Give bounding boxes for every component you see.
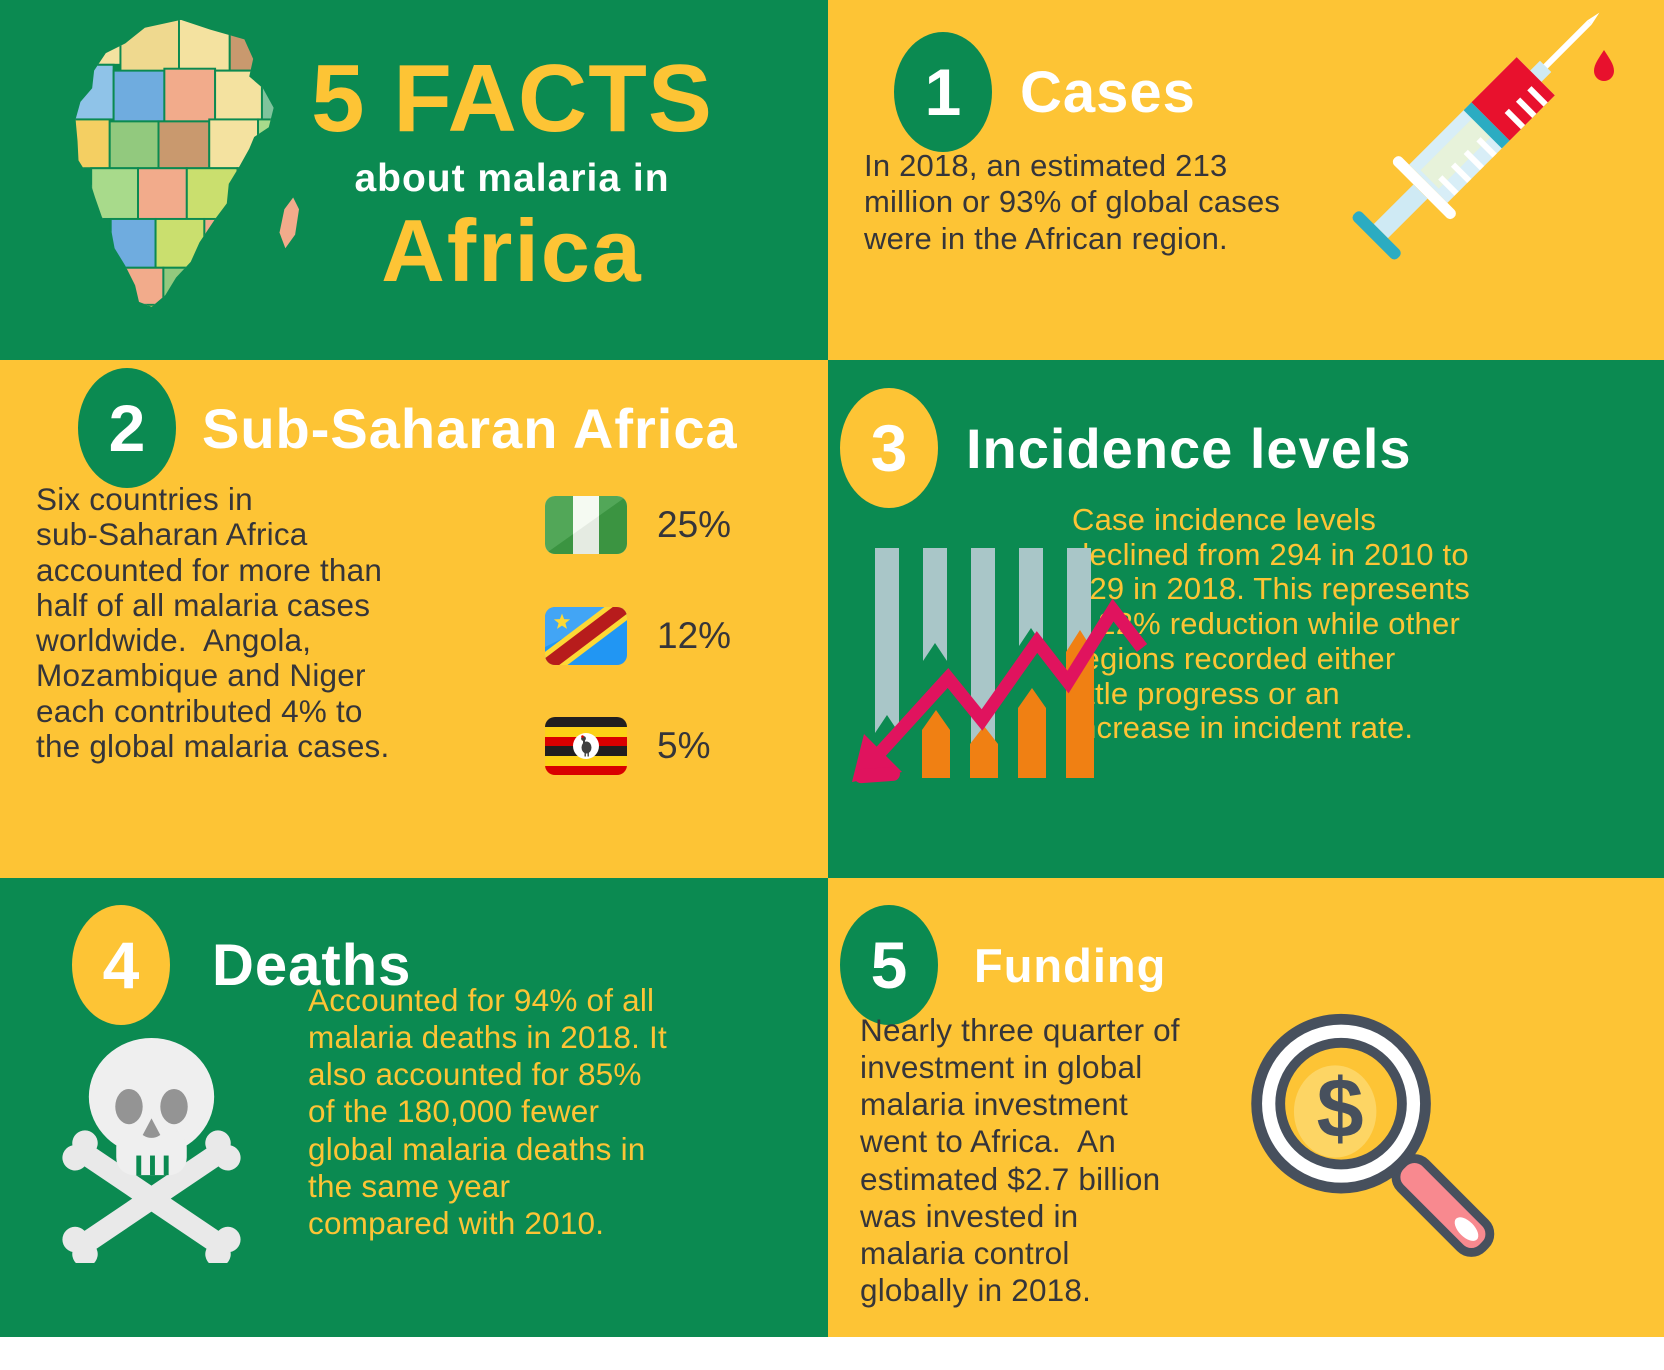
magnifier-dollar-icon: $ <box>1251 1013 1495 1257</box>
skull-crossbones-icon <box>62 1038 241 1263</box>
section-5-heading: Funding <box>974 938 1167 992</box>
panel-sub-saharan: 2 Sub-Saharan Africa Six countries in su… <box>0 360 828 878</box>
dr-congo-flag-icon <box>545 607 627 665</box>
section-4-number-badge: 4 <box>72 905 170 1025</box>
crane-bird-icon <box>581 736 592 757</box>
section-5-number-badge: 5 <box>840 905 938 1025</box>
nigeria-percentage: 25% <box>657 504 732 545</box>
section-5-body: Nearly three quarter of investment in gl… <box>860 1012 1180 1309</box>
title-block: 5 FACTS about malaria in Africa <box>292 50 732 295</box>
section-1-heading: Cases <box>1020 59 1196 125</box>
dollar-sign-glyph: $ <box>1317 1061 1364 1155</box>
section-2-header: 2 Sub-Saharan Africa <box>78 368 738 488</box>
section-2-heading: Sub-Saharan Africa <box>202 396 738 460</box>
section-2-number-badge: 2 <box>78 368 176 488</box>
flag-row-uganda: 5% <box>545 717 710 775</box>
uganda-flag-icon <box>545 717 627 775</box>
section-1-header: 1 Cases <box>894 32 1196 152</box>
syringe-icon <box>1352 12 1614 260</box>
flag-row-nigeria: 25% <box>545 496 731 554</box>
section-3-heading: Incidence levels <box>966 416 1412 480</box>
section-2-body: Six countries in sub-Saharan Africa acco… <box>36 481 390 764</box>
section-3-number-badge: 3 <box>840 388 938 508</box>
uganda-percentage: 5% <box>657 725 711 766</box>
panel-cases: 1 Cases In 2018, an estimated 213 millio… <box>828 0 1664 360</box>
dr-congo-percentage: 12% <box>657 615 732 656</box>
section-4-body: Accounted for 94% of all malaria deaths … <box>308 982 667 1241</box>
section-1-body: In 2018, an estimated 213 million or 93%… <box>864 148 1281 256</box>
blood-drop-icon <box>1594 50 1614 81</box>
panel-funding: 5 Funding Nearly three quarter of invest… <box>828 878 1664 1337</box>
panel-incidence: 3 Incidence levels Case incidence levels… <box>828 360 1664 878</box>
nigeria-flag-icon <box>545 496 627 554</box>
panel-deaths: 4 Deaths Accounted for 94% of all malari… <box>0 878 828 1337</box>
section-4-header: 4 Deaths <box>72 905 411 1025</box>
section-4-heading: Deaths <box>212 932 412 998</box>
title-region: Africa <box>381 200 643 300</box>
declining-chart-icon <box>852 548 1148 784</box>
section-3-header: 3 Incidence levels <box>840 388 1412 508</box>
title-main: 5 FACTS <box>311 45 713 152</box>
panel-title: 5 FACTS about malaria in Africa <box>0 0 828 360</box>
title-sub: about malaria in <box>354 156 670 200</box>
section-1-number-badge: 1 <box>894 32 992 152</box>
africa-map-icon <box>75 19 300 307</box>
section-5-header: 5 Funding <box>840 905 1166 1025</box>
flag-row-dr-congo: 12% <box>545 607 731 665</box>
